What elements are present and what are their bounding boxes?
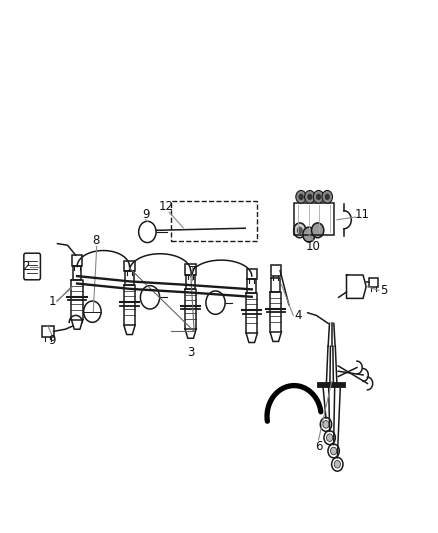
Text: 5: 5 <box>380 284 388 297</box>
Circle shape <box>304 190 315 203</box>
Circle shape <box>334 461 340 468</box>
Circle shape <box>331 447 337 455</box>
Text: 9: 9 <box>142 208 149 221</box>
Text: 2: 2 <box>22 260 30 273</box>
Bar <box>294 203 334 235</box>
Circle shape <box>323 421 329 428</box>
Circle shape <box>296 190 306 203</box>
Circle shape <box>313 190 324 203</box>
Bar <box>185 264 196 275</box>
Bar <box>271 265 281 276</box>
Bar <box>124 261 135 271</box>
Text: 10: 10 <box>305 240 320 253</box>
Text: 1: 1 <box>49 295 56 308</box>
Text: 8: 8 <box>92 235 99 247</box>
Text: 11: 11 <box>355 208 370 221</box>
Circle shape <box>307 193 312 200</box>
Circle shape <box>303 227 315 242</box>
Bar <box>42 326 53 337</box>
Circle shape <box>327 434 333 441</box>
Bar <box>369 278 378 287</box>
Text: 6: 6 <box>315 440 322 453</box>
Text: 9: 9 <box>49 334 56 348</box>
Circle shape <box>325 193 330 200</box>
Circle shape <box>316 193 321 200</box>
Text: 7: 7 <box>189 265 197 278</box>
Text: 3: 3 <box>187 346 194 359</box>
Circle shape <box>293 223 306 238</box>
Text: 12: 12 <box>158 200 173 213</box>
Bar <box>171 201 258 241</box>
Circle shape <box>311 223 324 238</box>
Circle shape <box>298 193 304 200</box>
Circle shape <box>322 190 332 203</box>
Bar <box>247 269 257 279</box>
Text: 4: 4 <box>295 309 302 322</box>
Circle shape <box>297 227 303 234</box>
Bar <box>72 255 82 266</box>
